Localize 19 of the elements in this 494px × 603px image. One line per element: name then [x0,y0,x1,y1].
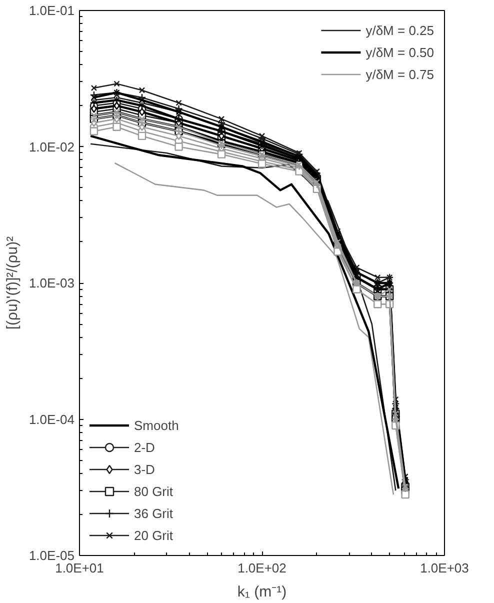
legend-label: 20 Grit [134,528,174,542]
legend-label: y/δM = 0.75 [366,66,434,82]
x-axis-title: k₁ (m⁻¹) [237,584,287,600]
x-tick-label: 1.0E+01 [55,560,104,576]
y-tick-label: 1.0E-01 [28,3,75,18]
legend-label: y/δM = 0.50 [366,44,434,60]
y-tick-label: 1.0E-03 [28,276,75,290]
y-tick-label: 1.0E-02 [28,139,75,154]
legend-label: 80 Grit [134,484,174,498]
legend-label: 2-D [134,440,155,454]
legend-label: y/δM = 0.25 [366,22,434,38]
y-tick-label: 1.0E-05 [28,548,75,563]
legend-label: Smooth [134,418,179,432]
legend-label: 36 Grit [134,506,174,520]
y-tick-label: 1.0E-04 [28,412,75,427]
x-tick-label: 1.0E+03 [420,560,469,576]
x-tick-label: 1.0E+02 [238,560,286,576]
y-axis-title: [(ρu)'(f)]²/(ρu)² [4,236,21,330]
legend-label: 3-D [134,462,155,476]
